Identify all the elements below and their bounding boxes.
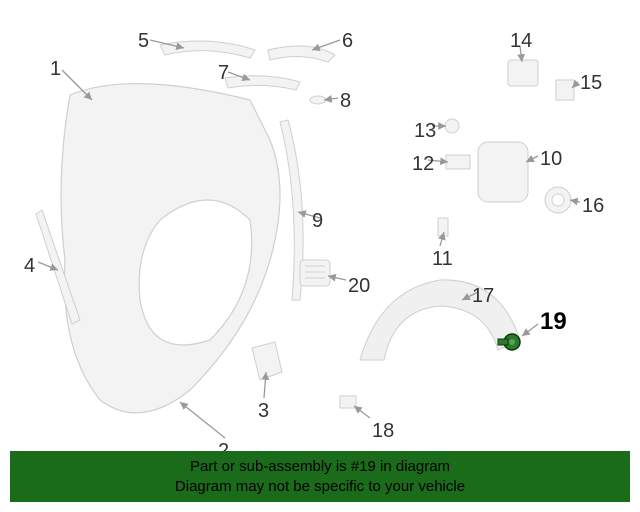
callout-17: 17 [472,285,494,308]
callout-5: 5 [138,30,149,53]
footer-banner: Part or sub-assembly is #19 in diagram D… [10,451,630,502]
callout-15: 15 [580,72,602,95]
callout-19-highlighted: 19 [540,308,567,336]
callout-4: 4 [24,255,35,278]
footer-line-2: Diagram may not be specific to your vehi… [10,477,630,497]
callout-11: 11 [432,248,453,271]
callout-3: 3 [258,400,269,423]
callout-9: 9 [312,210,323,233]
callout-13: 13 [414,120,436,143]
callout-7: 7 [218,62,229,85]
callout-18: 18 [372,420,394,443]
callout-20: 20 [348,275,370,298]
parts-svg [0,0,640,470]
callout-12: 12 [412,153,434,176]
callout-10: 10 [540,148,562,171]
callout-14: 14 [510,30,532,53]
parts-diagram: 1 2 3 4 5 6 7 8 9 10 11 12 13 14 15 16 1… [0,0,640,470]
callout-6: 6 [342,30,353,53]
footer-line-1: Part or sub-assembly is #19 in diagram [10,457,630,477]
callout-16: 16 [582,195,604,218]
callout-1: 1 [50,58,61,81]
callout-8: 8 [340,90,351,113]
